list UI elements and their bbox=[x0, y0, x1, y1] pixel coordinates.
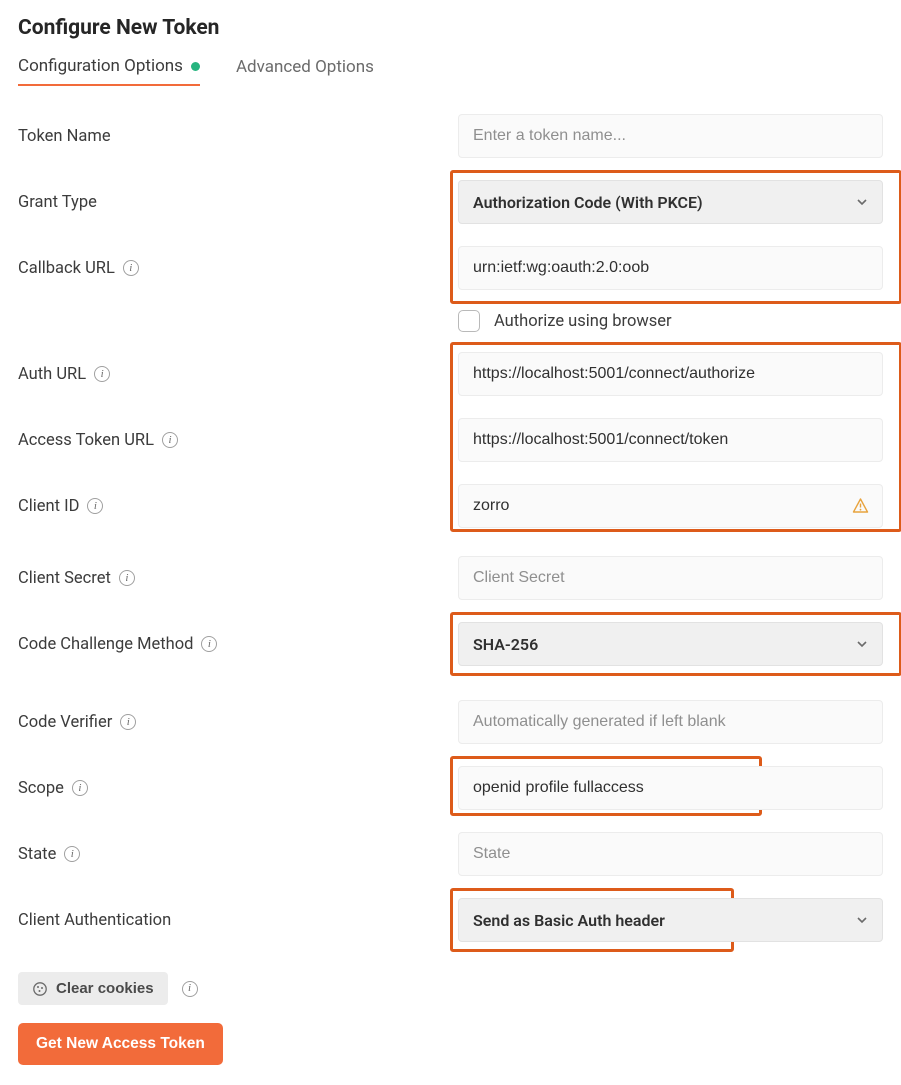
tabs: Configuration Options Advanced Options bbox=[18, 56, 883, 86]
client-secret-input[interactable] bbox=[458, 556, 883, 600]
chevron-down-icon bbox=[856, 196, 868, 208]
label-text: Code Verifier bbox=[18, 713, 112, 732]
label-token-name: Token Name bbox=[18, 127, 458, 146]
chevron-down-icon bbox=[856, 638, 868, 650]
info-icon[interactable]: i bbox=[94, 366, 110, 382]
label-access-token-url: Access Token URL i bbox=[18, 431, 458, 450]
select-value: SHA-256 bbox=[473, 635, 538, 654]
label-callback-url: Callback URL i bbox=[18, 259, 458, 278]
select-value: Send as Basic Auth header bbox=[473, 911, 665, 930]
button-label: Get New Access Token bbox=[36, 1035, 205, 1053]
label-scope: Scope i bbox=[18, 779, 458, 798]
code-challenge-method-select[interactable]: SHA-256 bbox=[458, 622, 883, 666]
label-auth-url: Auth URL i bbox=[18, 365, 458, 384]
label-text: Auth URL bbox=[18, 365, 86, 384]
chevron-down-icon bbox=[856, 914, 868, 926]
label-client-secret: Client Secret i bbox=[18, 569, 458, 588]
label-text: State bbox=[18, 845, 56, 864]
info-icon[interactable]: i bbox=[64, 846, 80, 862]
info-icon[interactable]: i bbox=[119, 570, 135, 586]
tab-label: Configuration Options bbox=[18, 56, 183, 76]
info-icon[interactable]: i bbox=[201, 636, 217, 652]
label-text: Client Secret bbox=[18, 569, 111, 588]
authorize-browser-checkbox[interactable] bbox=[458, 310, 480, 332]
clear-cookies-button[interactable]: Clear cookies bbox=[18, 972, 168, 1005]
page-title: Configure New Token bbox=[18, 16, 883, 40]
grant-type-select[interactable]: Authorization Code (With PKCE) bbox=[458, 180, 883, 224]
client-id-input[interactable] bbox=[458, 484, 883, 528]
label-text: Code Challenge Method bbox=[18, 635, 193, 654]
warning-icon bbox=[852, 498, 869, 515]
info-icon[interactable]: i bbox=[182, 981, 198, 997]
tab-advanced-options[interactable]: Advanced Options bbox=[236, 56, 374, 86]
label-code-challenge-method: Code Challenge Method i bbox=[18, 635, 458, 654]
info-icon[interactable]: i bbox=[162, 432, 178, 448]
scope-input[interactable] bbox=[458, 766, 883, 810]
label-client-authentication: Client Authentication bbox=[18, 911, 458, 930]
label-code-verifier: Code Verifier i bbox=[18, 713, 458, 732]
access-token-url-input[interactable] bbox=[458, 418, 883, 462]
auth-url-input[interactable] bbox=[458, 352, 883, 396]
label-text: Grant Type bbox=[18, 193, 97, 212]
select-value: Authorization Code (With PKCE) bbox=[473, 193, 703, 212]
state-input[interactable] bbox=[458, 832, 883, 876]
info-icon[interactable]: i bbox=[120, 714, 136, 730]
checkbox-label: Authorize using browser bbox=[494, 312, 672, 331]
label-text: Client ID bbox=[18, 497, 79, 516]
info-icon[interactable]: i bbox=[87, 498, 103, 514]
info-icon[interactable]: i bbox=[72, 780, 88, 796]
info-icon[interactable]: i bbox=[123, 260, 139, 276]
label-state: State i bbox=[18, 845, 458, 864]
cookie-icon bbox=[32, 981, 48, 997]
tab-configuration-options[interactable]: Configuration Options bbox=[18, 56, 200, 86]
client-authentication-select[interactable]: Send as Basic Auth header bbox=[458, 898, 883, 942]
get-new-access-token-button[interactable]: Get New Access Token bbox=[18, 1023, 223, 1065]
label-grant-type: Grant Type bbox=[18, 193, 458, 212]
status-dot-icon bbox=[191, 62, 200, 71]
code-verifier-input[interactable] bbox=[458, 700, 883, 744]
token-name-input[interactable] bbox=[458, 114, 883, 158]
label-text: Client Authentication bbox=[18, 911, 171, 930]
label-text: Token Name bbox=[18, 127, 111, 146]
label-text: Callback URL bbox=[18, 259, 115, 278]
label-text: Access Token URL bbox=[18, 431, 154, 450]
tab-label: Advanced Options bbox=[236, 57, 374, 77]
callback-url-input[interactable] bbox=[458, 246, 883, 290]
label-client-id: Client ID i bbox=[18, 497, 458, 516]
label-text: Scope bbox=[18, 779, 64, 798]
button-label: Clear cookies bbox=[56, 980, 154, 997]
